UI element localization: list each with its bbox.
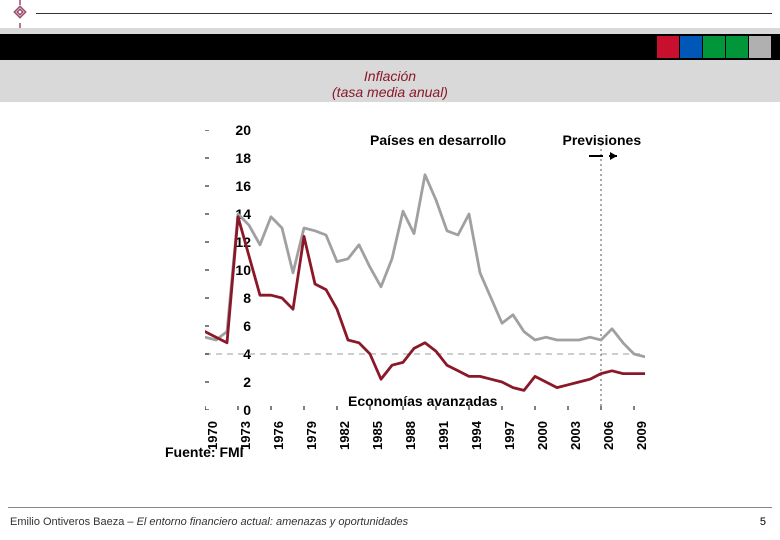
color-square [748,35,772,59]
color-square [725,35,749,59]
page-number: 5 [760,516,766,528]
x-tick: 2009 [634,416,682,450]
color-square [656,35,680,59]
chart-title: Inflación(tasa media anual) [332,68,448,100]
legend-developing: Países en desarrollo [370,132,506,148]
chart-source: Fuente: FMI [165,444,244,460]
chart-svg [205,130,645,410]
color-squares [657,35,772,59]
color-square [679,35,703,59]
footer-rule [8,507,772,508]
color-square [702,35,726,59]
legend-advanced: Economías avanzadas [348,393,497,409]
title-line2: (tasa media anual) [332,84,448,100]
footer-author: Emilio Ontiveros Baeza – [10,516,137,528]
plot-area [205,130,645,410]
footer-title: El entorno financiero actual: amenazas y… [137,516,409,528]
title-band: Inflación(tasa media anual) [0,66,780,102]
chart: 02468101214161820 1970197319761979198219… [165,130,655,460]
footer-text: Emilio Ontiveros Baeza – El entorno fina… [10,516,408,528]
top-rule [36,13,772,14]
logo-icon [6,0,34,28]
legend-forecast: Previsiones [563,132,642,148]
title-line1: Inflación [332,68,448,84]
